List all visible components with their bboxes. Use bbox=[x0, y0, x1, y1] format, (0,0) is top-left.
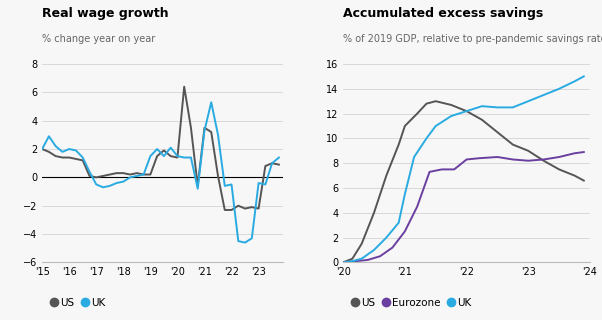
Legend: US, UK: US, UK bbox=[48, 293, 109, 312]
Text: % change year on year: % change year on year bbox=[42, 34, 155, 44]
Text: % of 2019 GDP, relative to pre-pandemic savings rates: % of 2019 GDP, relative to pre-pandemic … bbox=[343, 34, 602, 44]
Legend: US, Eurozone, UK: US, Eurozone, UK bbox=[349, 293, 475, 312]
Text: Accumulated excess savings: Accumulated excess savings bbox=[343, 7, 544, 20]
Text: Real wage growth: Real wage growth bbox=[42, 7, 169, 20]
